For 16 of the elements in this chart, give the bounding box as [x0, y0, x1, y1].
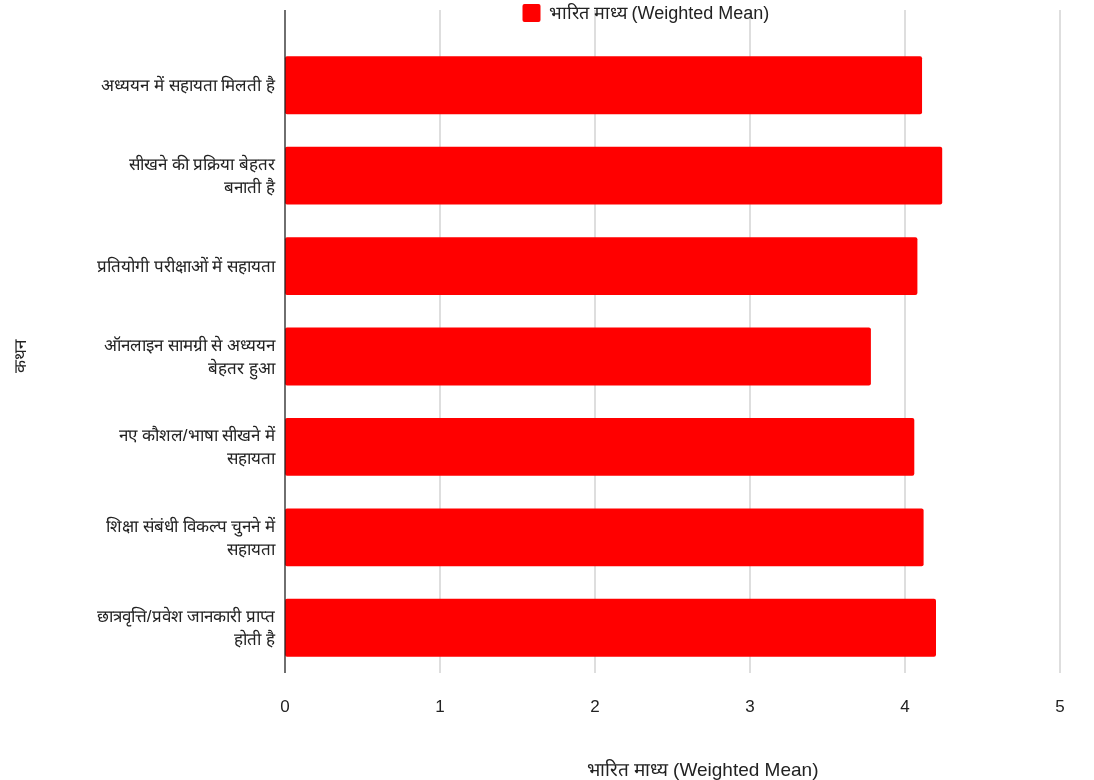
- y-tick-label: ऑनलाइन सामग्री से अध्ययन बेहतर हुआ: [103, 335, 276, 380]
- x-axis-title: भारित माध्य (Weighted Mean): [586, 758, 819, 780]
- x-tick-label: 3: [745, 697, 755, 716]
- y-tick-label: छात्रवृत्ति/प्रवेश जानकारी प्राप्त होती है: [96, 606, 276, 650]
- x-tick-label: 4: [900, 697, 910, 716]
- x-tick-label: 2: [590, 697, 600, 716]
- x-tick-label: 1: [435, 697, 445, 716]
- x-tick-label: 0: [280, 697, 290, 716]
- y-axis-title: कथन: [11, 339, 30, 373]
- y-tick-label: अध्ययन में सहायता मिलती है: [101, 75, 276, 96]
- legend: भारित माध्य (Weighted Mean): [522, 3, 770, 23]
- y-tick-label: प्रतियोगी परीक्षाओं में सहायता: [96, 256, 276, 277]
- y-tick-label: सीखने की प्रक्रिया बेहतर बनाती है: [128, 154, 276, 198]
- y-tick-label: शिक्षा संबंधी विकल्प चुनने में सहायता: [106, 515, 276, 559]
- y-tick-label: नए कौशल/भाषा सीखने में सहायता: [119, 425, 276, 469]
- x-tick-label: 5: [1055, 697, 1065, 716]
